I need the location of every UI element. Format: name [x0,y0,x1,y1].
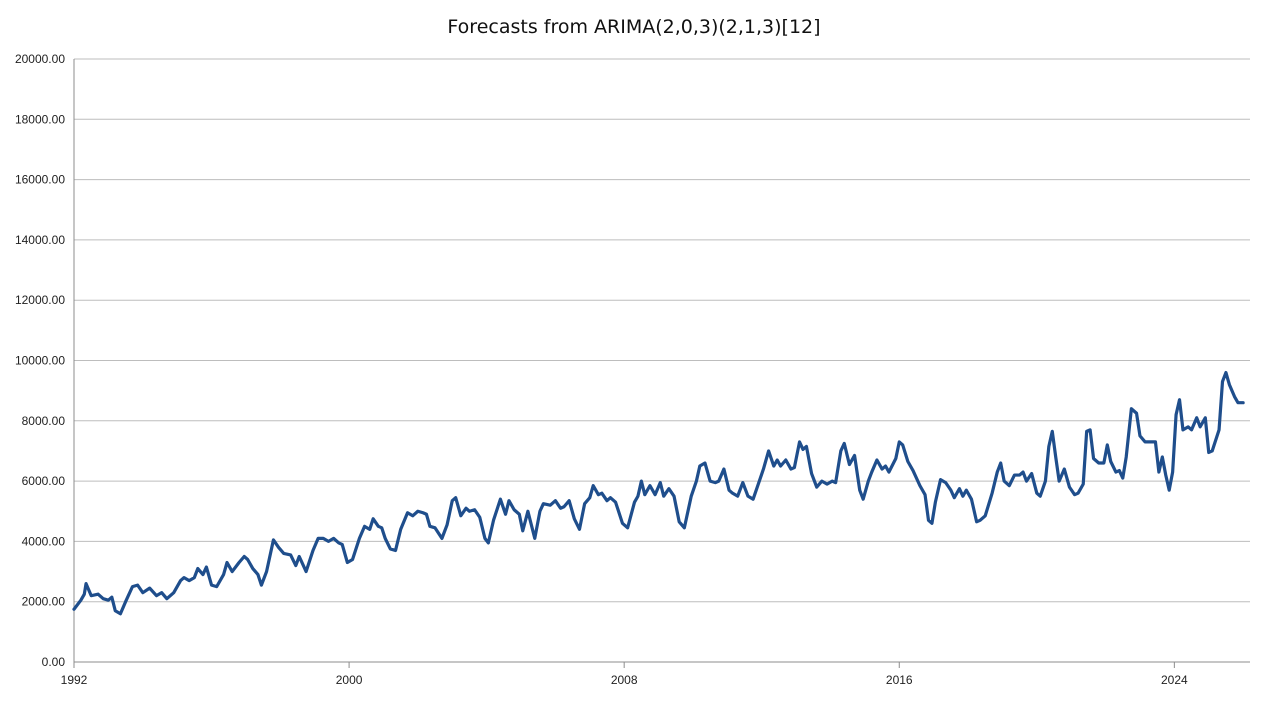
x-tick-labels: 1992 2000 2008 2016 2024 [61,673,1188,687]
x-tick-label: 2024 [1161,673,1188,687]
y-tick-label: 16000.00 [15,173,65,187]
series-line-observed [72,370,1245,616]
x-tick-label: 2008 [611,673,638,687]
x-tick-label: 2016 [886,673,913,687]
y-tick-label: 8000.00 [22,414,66,428]
y-tick-label: 2000.00 [22,595,66,609]
x-tick-label: 2000 [336,673,363,687]
x-tick-label: 1992 [61,673,88,687]
gridlines [74,58,1250,603]
y-tick-label: 20000.00 [15,52,65,66]
y-tick-label: 4000.00 [22,534,66,548]
y-tick-label: 0.00 [42,655,66,669]
y-tick-labels: 0.00 2000.00 4000.00 6000.00 8000.00 10000.00… [15,52,65,669]
axes [73,59,1250,668]
chart-title: Forecasts from ARIMA(2,0,3)(2,1,3)[12] [447,16,820,38]
y-tick-label: 10000.00 [15,354,65,368]
series-lines [72,370,1245,616]
y-tick-label: 6000.00 [22,474,66,488]
y-tick-label: 18000.00 [15,112,65,126]
y-tick-label: 14000.00 [15,233,65,247]
y-tick-label: 12000.00 [15,293,65,307]
